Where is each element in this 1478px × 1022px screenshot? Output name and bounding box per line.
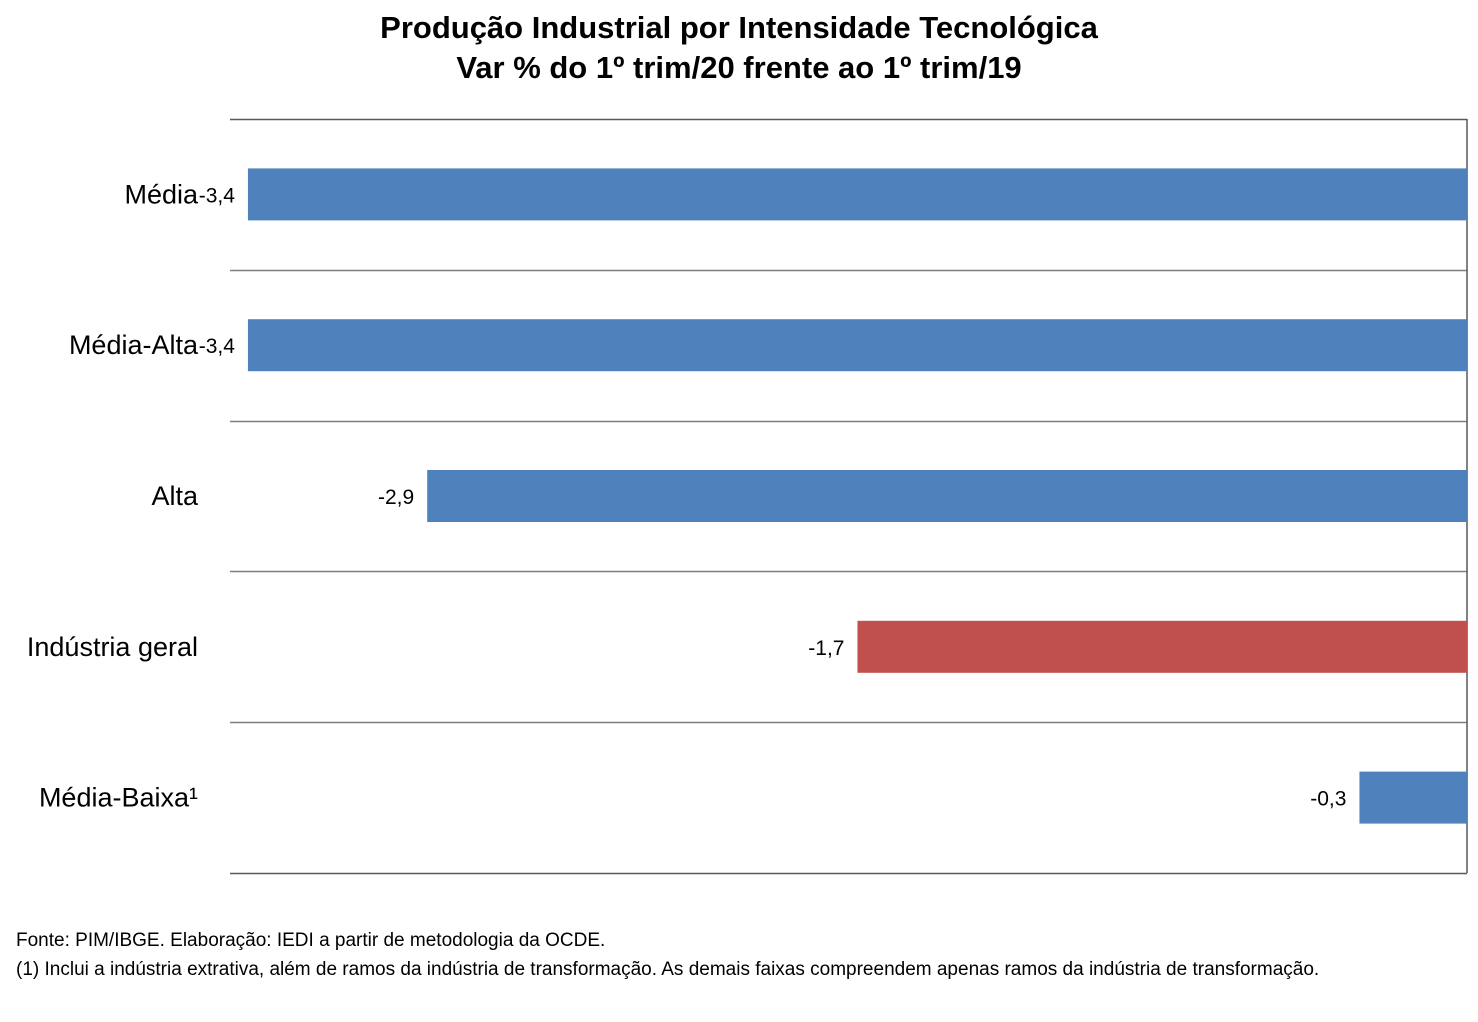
category-label: Média-Baixa¹ [39,783,198,813]
data-label: -3,4 [199,184,236,207]
data-label: -2,9 [378,486,414,509]
bar-2 [247,319,1468,372]
footnote: (1) Inclui a indústria extrativa, além d… [16,959,1320,980]
source-note: Fonte: PIM/IBGE. Elaboração: IEDI a part… [16,930,606,951]
bar-1 [247,168,1468,221]
chart-subtitle-line: Var % do 1º trim/20 frente ao 1º trim/19 [456,50,1022,85]
bar-4 [857,620,1467,673]
chart-title-line: Produção Industrial por Intensidade Tecn… [380,10,1098,45]
data-label: -0,3 [1310,788,1346,811]
bar-5 [1359,771,1467,824]
category-label: Média-Alta [69,330,199,360]
chart-footer: Fonte: PIM/IBGE. Elaboração: IEDI a part… [16,926,1456,984]
category-label: Alta [151,481,199,511]
chart-title: Produção Industrial por Intensidade Tecn… [0,8,1478,88]
bar-3 [427,470,1468,522]
chart-bars [247,168,1468,824]
data-label: -1,7 [808,637,844,660]
category-label: Média [124,179,199,209]
category-label: Indústria geral [27,632,198,662]
data-label: -3,4 [199,335,236,358]
